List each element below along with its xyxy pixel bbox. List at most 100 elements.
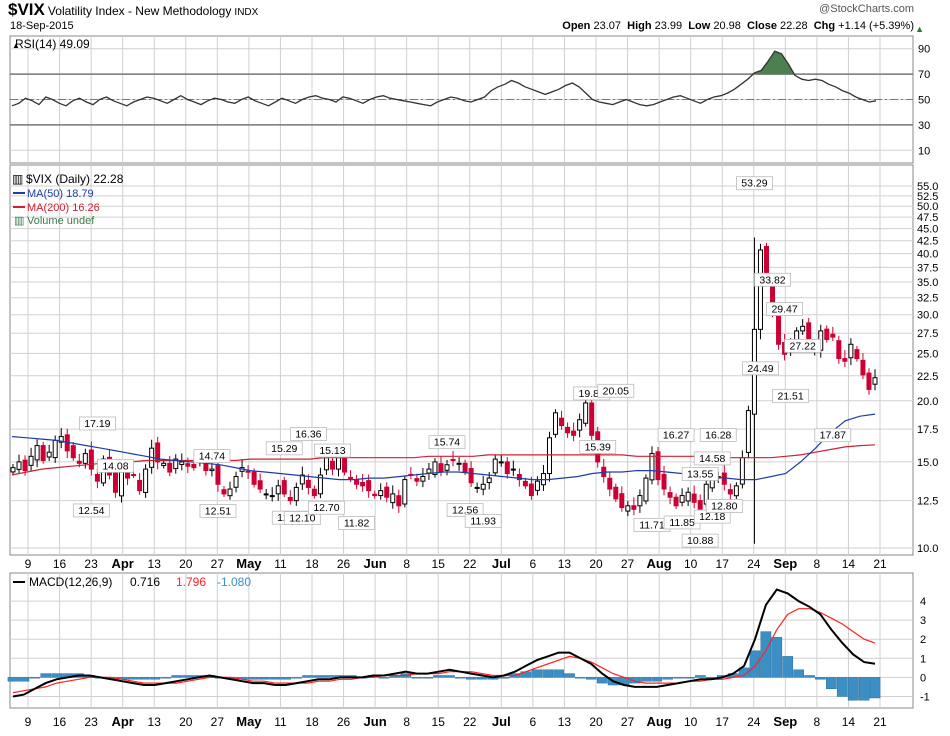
price-annotation-box xyxy=(308,500,345,515)
candle-body xyxy=(667,492,673,498)
macd-tick-label: 3 xyxy=(920,615,926,627)
price-annotation-box xyxy=(428,435,466,450)
candle-body xyxy=(462,462,468,473)
candle-body xyxy=(305,479,311,488)
price-annotation-box xyxy=(657,428,695,443)
price-annotation: 15.39 xyxy=(585,441,611,453)
x-tick-label: Jun xyxy=(364,556,387,571)
x-tick-label: 27 xyxy=(211,557,225,571)
candle-body xyxy=(420,476,426,482)
price-annotation: 16.27 xyxy=(663,430,689,442)
price-annotation: 12.56 xyxy=(452,505,478,517)
price-annotation-box xyxy=(72,503,110,518)
price-annotation: 16.28 xyxy=(705,430,731,442)
candle-body xyxy=(251,471,257,485)
x-tick-label: 14 xyxy=(842,557,856,571)
price-annotation: 12.54 xyxy=(78,505,104,517)
candle-body xyxy=(161,462,167,466)
macd-histogram-bar xyxy=(269,677,281,680)
candle-body xyxy=(167,462,173,473)
macd-signal-line xyxy=(12,608,876,694)
candle-body xyxy=(40,445,46,461)
candle-body xyxy=(745,410,751,453)
candle-body xyxy=(510,468,516,471)
price-annotation-box xyxy=(699,428,737,442)
x-tick-label: 22 xyxy=(463,557,477,571)
price-tick-label: 52.5 xyxy=(917,191,938,203)
x-tick-label: May xyxy=(236,714,262,729)
candle-body xyxy=(275,485,281,495)
ohlc-summary: Open 23.07 High 23.99 Low 20.98 Close 22… xyxy=(562,20,914,32)
x-tick-label: 24 xyxy=(747,557,761,571)
macd-tick-label: 0 xyxy=(920,672,926,684)
macd-histogram-bar xyxy=(378,677,390,679)
chg-value: +1.14 (+5.39%) xyxy=(838,20,914,32)
macd-histogram-bar xyxy=(455,677,466,679)
price-annotation: 12.18 xyxy=(699,511,725,523)
candle-body xyxy=(565,426,571,434)
candle-body xyxy=(366,480,372,492)
candle-body xyxy=(836,340,842,360)
x-tick-label: Jul xyxy=(492,714,511,729)
candle-body xyxy=(685,491,691,502)
macd-histogram-bar xyxy=(465,677,477,680)
x-tick-label: 8 xyxy=(403,715,410,729)
candle-body xyxy=(607,477,613,490)
candle-body xyxy=(589,402,595,436)
candle-body xyxy=(179,461,185,465)
x-tick-label: Jun xyxy=(364,714,387,729)
x-tick-label: Apr xyxy=(111,714,133,729)
candle-body xyxy=(613,486,619,500)
x-tick-label: 21 xyxy=(873,715,887,729)
macd-histogram-bar xyxy=(7,677,19,682)
candle-body xyxy=(848,343,854,359)
chg-label: Chg xyxy=(813,20,836,32)
price-tick-label: 50.0 xyxy=(917,201,938,213)
candle-body xyxy=(348,476,354,479)
candle-body xyxy=(119,471,125,497)
candle-body xyxy=(155,442,161,463)
price-tick-label: 35.0 xyxy=(917,277,938,289)
macd-histogram-bar xyxy=(411,677,423,679)
candle-body xyxy=(22,459,28,472)
macd-histogram-bar xyxy=(564,673,575,678)
candle-body xyxy=(492,458,498,474)
x-tick-label: 21 xyxy=(873,557,887,571)
x-tick-label: 13 xyxy=(148,557,162,571)
candle-body xyxy=(691,493,697,503)
price-tick-label: 15.0 xyxy=(917,457,938,469)
price-legend-icon: ▥ xyxy=(12,172,23,186)
macd-legend-hist: -1.080 xyxy=(217,575,251,589)
x-tick-label: 16 xyxy=(53,557,67,571)
macd-histogram-bar xyxy=(858,677,870,701)
price-annotation-box xyxy=(736,176,773,191)
price-tick-label: 22.5 xyxy=(917,371,938,383)
x-tick-label: Sep xyxy=(773,556,797,571)
macd-histogram-bar xyxy=(40,673,52,678)
x-tick-label: 8 xyxy=(403,557,410,571)
ma200-line xyxy=(11,444,876,476)
high-label: High xyxy=(627,20,652,32)
macd-histogram-bar xyxy=(542,669,553,678)
candle-body xyxy=(480,483,486,490)
price-tick-label: 55.0 xyxy=(917,181,938,193)
rsi-tick-label: 50 xyxy=(918,95,930,107)
x-tick-label: 6 xyxy=(530,715,537,729)
candle-body xyxy=(82,453,88,464)
x-tick-label: 6 xyxy=(530,557,537,571)
macd-histogram-bar xyxy=(531,669,543,678)
macd-histogram-bar xyxy=(749,650,761,678)
x-tick-label: 15 xyxy=(432,557,446,571)
candle-body xyxy=(323,457,329,471)
price-annotation-box xyxy=(814,428,852,443)
price-annotation-box xyxy=(705,499,743,513)
volume-legend: Volume undef xyxy=(27,215,95,227)
x-tick-label: 26 xyxy=(337,557,351,571)
candle-body xyxy=(438,463,444,473)
high-value: 23.99 xyxy=(654,20,683,32)
price-tick-label: 47.5 xyxy=(917,212,938,224)
ma200-legend: MA(200) 16.26 xyxy=(27,202,100,214)
macd-histogram-bar xyxy=(662,677,673,680)
watermark: @StockCharts.com xyxy=(819,3,914,15)
